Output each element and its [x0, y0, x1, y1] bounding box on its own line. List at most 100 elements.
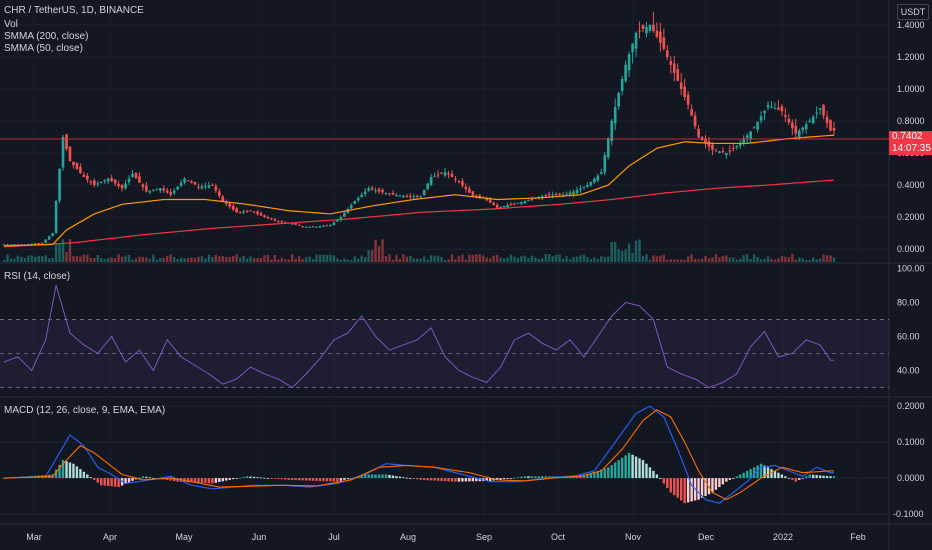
volume-bar [488, 258, 492, 262]
candle-body [148, 190, 152, 193]
volume-bar [47, 258, 51, 262]
candle-body [79, 166, 82, 174]
macd-histogram-bar [127, 478, 131, 483]
smma50-label[interactable]: SMMA (50, close) [4, 43, 83, 54]
macd-histogram-bar [225, 478, 228, 481]
macd-histogram-bar [145, 476, 148, 479]
volume-bar [398, 258, 402, 262]
candle-body [120, 184, 124, 189]
volume-bar [780, 256, 784, 262]
candle-body [447, 173, 450, 175]
volume-bar [565, 256, 568, 262]
symbol-title[interactable]: CHR / TetherUS, 1D, BINANCE [4, 5, 144, 16]
macd-histogram-bar [659, 478, 662, 479]
candle-body [752, 127, 756, 129]
candle-body [565, 193, 568, 195]
smma200-label[interactable]: SMMA (200, close) [4, 31, 89, 42]
time-tick-label: Nov [625, 532, 642, 542]
candle-body [610, 120, 614, 142]
volume-bar [103, 259, 106, 262]
volume-bar [301, 259, 304, 262]
price-tick-label: 0.2000 [897, 212, 925, 222]
time-tick-label: Oct [551, 532, 566, 542]
volume-bar [447, 259, 450, 262]
macd-histogram-bar [534, 476, 537, 479]
volume-bar [190, 257, 193, 262]
macd-histogram-bar [749, 469, 752, 479]
candle-body [145, 185, 148, 192]
macd-histogram-bar [794, 478, 797, 482]
macd-histogram-bar [468, 478, 471, 482]
candle-body [99, 181, 103, 184]
macd-histogram-bar [478, 478, 481, 482]
volume-bar [235, 254, 238, 262]
macd-histogram-bar [86, 474, 89, 479]
price-tick-label: 1.0000 [897, 84, 925, 94]
signal-line [3, 409, 834, 501]
volume-bar [766, 256, 770, 262]
candle-body [679, 82, 683, 89]
candle-body [520, 201, 523, 204]
volume-bar [801, 258, 804, 262]
macd-histogram-bar [509, 478, 513, 479]
macd-histogram-bar [641, 460, 645, 479]
candle-body [728, 150, 732, 152]
volume-bar [548, 254, 551, 262]
volume-bar [711, 257, 714, 262]
volume-bar [169, 254, 172, 262]
candle-body [561, 194, 565, 196]
volume-bar [679, 259, 683, 262]
time-tick-label: Feb [850, 532, 866, 542]
macd-histogram-bar [256, 477, 259, 479]
time-tick-label: 2022 [773, 532, 793, 542]
candle-body [214, 186, 218, 191]
macd-histogram-bar [291, 478, 294, 480]
macd-histogram-bar [457, 478, 461, 482]
vol-label[interactable]: Vol [4, 19, 18, 30]
candle-body [263, 215, 266, 218]
macd-histogram-bar [131, 478, 134, 481]
candle-body [96, 183, 100, 185]
volume-bar [655, 256, 659, 262]
macd-histogram-bar [596, 470, 600, 479]
candle-body [360, 194, 363, 198]
macd-tick-label: 0.1000 [897, 437, 925, 447]
volume-bar [537, 258, 541, 262]
macd-histogram-bar [325, 478, 329, 482]
volume-bar [152, 254, 155, 262]
volume-bar [700, 258, 704, 262]
candle-body [627, 54, 631, 71]
volume-bar [287, 259, 290, 262]
macd-label[interactable]: MACD (12, 26, close, 9, EMA, EMA) [4, 405, 166, 416]
candle-body [315, 226, 318, 228]
volume-bar [808, 259, 811, 262]
macd-histogram-bar [805, 476, 808, 479]
macd-histogram-bar [409, 478, 412, 479]
volume-bar [614, 241, 617, 262]
macd-histogram-bar [704, 478, 707, 497]
time-tick-label: Dec [698, 532, 715, 542]
candle-body [832, 128, 836, 131]
candle-body [436, 174, 440, 176]
macd-histogram-bar [346, 478, 350, 479]
macd-histogram-bar [339, 478, 343, 481]
candle-body [398, 195, 402, 197]
volume-bar [419, 258, 422, 262]
rsi-label[interactable]: RSI (14, close) [4, 271, 71, 282]
volume-bar [134, 258, 138, 262]
volume-bar [117, 254, 120, 262]
candle-body [617, 92, 620, 107]
candle-body [124, 183, 127, 189]
candle-body [589, 181, 593, 186]
volume-bar [669, 259, 672, 262]
currency-badge[interactable]: USDT [897, 4, 929, 20]
volume-bar [353, 256, 356, 262]
volume-bar [395, 254, 398, 262]
volume-bar [336, 258, 339, 262]
volume-bar [145, 257, 148, 262]
candle-body [391, 192, 395, 195]
price-tick-label: 0.8000 [897, 116, 925, 126]
macd-histogram-bar [207, 478, 211, 484]
candle-body [829, 119, 832, 131]
